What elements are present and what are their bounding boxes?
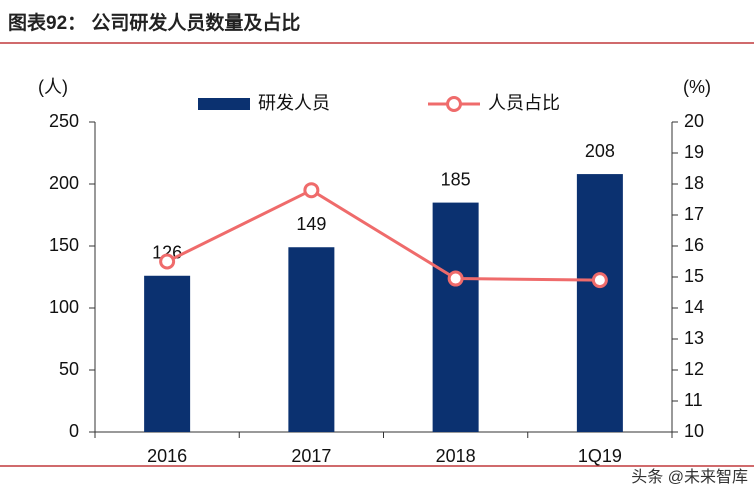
y-tick-label: 100 <box>49 297 79 317</box>
legend-label: 研发人员 <box>258 93 330 113</box>
y2-tick-label: 10 <box>684 421 704 441</box>
y-tick-label: 150 <box>49 235 79 255</box>
x-tick-label: 2018 <box>436 446 476 466</box>
y-tick-label: 50 <box>59 359 79 379</box>
y-tick-label: 0 <box>69 421 79 441</box>
y2-axis-label: (%) <box>683 77 711 97</box>
y2-tick-label: 20 <box>684 111 704 131</box>
bar <box>576 174 623 432</box>
y2-tick-label: 12 <box>684 359 704 379</box>
bar-value-label: 208 <box>585 141 615 161</box>
y2-tick-label: 15 <box>684 266 704 286</box>
y2-tick-label: 16 <box>684 235 704 255</box>
line-marker <box>159 253 176 270</box>
legend-swatch <box>198 98 250 110</box>
bar <box>288 247 335 432</box>
y2-tick-label: 18 <box>684 173 704 193</box>
line-marker <box>303 182 320 199</box>
bar <box>144 275 191 432</box>
y-tick-label: 250 <box>49 111 79 131</box>
line <box>166 188 600 282</box>
watermark: 头条 @未来智库 <box>631 468 748 486</box>
y2-tick-label: 14 <box>684 297 704 317</box>
x-tick-label: 2016 <box>147 446 187 466</box>
y2-tick-label: 19 <box>684 142 704 162</box>
legend-marker <box>446 96 462 112</box>
line-marker <box>447 270 464 287</box>
x-tick-label: 2017 <box>291 446 331 466</box>
y-tick-label: 200 <box>49 173 79 193</box>
bar-value-label: 149 <box>296 214 326 234</box>
line-marker <box>591 272 608 289</box>
y2-tick-label: 17 <box>684 204 704 224</box>
legend-label: 人员占比 <box>488 93 560 113</box>
y2-tick-label: 13 <box>684 328 704 348</box>
chart-title: 图表92： 公司研发人员数量及占比 <box>8 11 300 34</box>
bar-value-label: 185 <box>441 169 471 189</box>
bar <box>432 202 479 432</box>
x-tick-label: 1Q19 <box>578 446 622 466</box>
y-axis-label: (人) <box>38 77 68 97</box>
y2-tick-label: 11 <box>684 390 703 410</box>
